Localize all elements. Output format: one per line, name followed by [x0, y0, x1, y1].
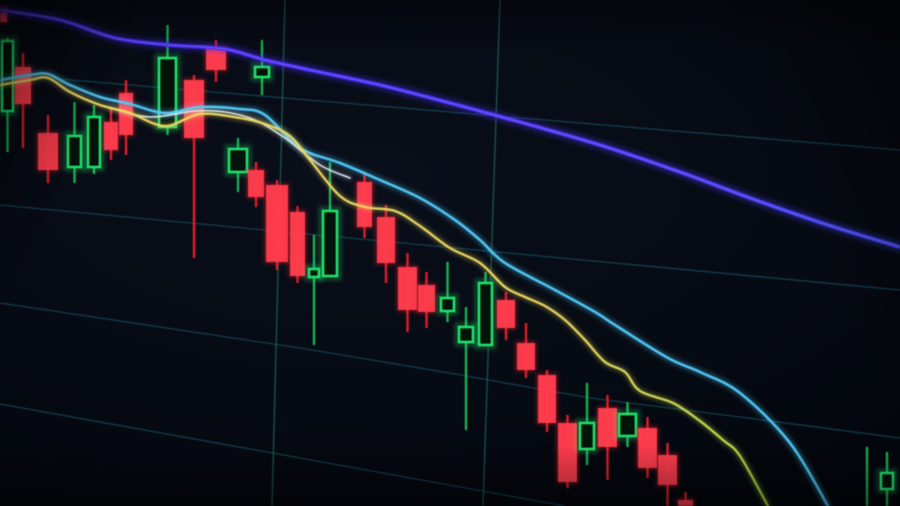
- candle-bearish: [117, 80, 135, 155]
- candle-bearish: [246, 162, 266, 207]
- candle-bullish: [225, 138, 251, 192]
- candles: [0, 6, 897, 506]
- candle-bearish: [264, 180, 290, 270]
- candle-body: [307, 267, 321, 279]
- candle-body: [457, 325, 475, 344]
- candle-bearish: [288, 206, 307, 283]
- candle-body: [104, 122, 118, 150]
- candle-bullish: [251, 40, 273, 95]
- candle-body: [638, 428, 657, 468]
- candle-body: [321, 209, 339, 278]
- candle-bearish: [102, 107, 120, 160]
- candle-body: [398, 267, 417, 310]
- candle-bullish: [615, 402, 640, 447]
- candle-body: [38, 133, 58, 170]
- candle-bearish: [375, 205, 397, 283]
- candle-bullish: [576, 383, 598, 465]
- candle-bearish: [396, 253, 419, 332]
- candle-bullish: [84, 105, 104, 174]
- candle-bullish: [455, 307, 477, 430]
- candle-body: [517, 343, 535, 370]
- candle-body: [418, 285, 435, 312]
- candle-body: [86, 115, 102, 169]
- candle-body: [497, 300, 515, 328]
- candle-bearish: [515, 323, 537, 378]
- candle-body: [377, 217, 395, 263]
- candle-body: [617, 412, 638, 438]
- candle-body: [678, 500, 693, 506]
- candle-bearish: [36, 115, 60, 183]
- ma-slow-purple-glow: [0, 4, 900, 253]
- candle-body: [290, 212, 305, 276]
- candle-bearish: [556, 415, 579, 488]
- candle-bearish: [13, 53, 33, 148]
- candle-bearish: [676, 492, 695, 506]
- candle-bearish: [536, 370, 558, 432]
- candle-body: [538, 375, 556, 423]
- candle-body: [879, 471, 895, 491]
- candle-body: [658, 455, 677, 485]
- candle-bearish: [416, 272, 437, 328]
- candle-body: [266, 185, 288, 262]
- candle-bearish: [182, 75, 206, 258]
- candle-bullish: [64, 102, 85, 183]
- candle-body: [558, 423, 577, 482]
- candle-bullish: [0, 37, 17, 152]
- candle-body: [439, 296, 456, 313]
- candle-body: [598, 408, 617, 447]
- candle-body: [66, 134, 83, 169]
- candle-bullish: [475, 272, 496, 349]
- horizontal-gridline: [0, 403, 566, 506]
- candle-body: [578, 421, 596, 451]
- candle-bullish: [877, 452, 897, 506]
- candle-body: [477, 281, 494, 347]
- candle-body: [253, 65, 271, 79]
- candle-body: [248, 170, 264, 197]
- candle-bearish: [495, 292, 517, 340]
- candle-body: [227, 147, 249, 174]
- candle-bullish: [437, 262, 458, 322]
- candle-bearish: [656, 443, 679, 506]
- moving-average-lines: [0, 4, 900, 506]
